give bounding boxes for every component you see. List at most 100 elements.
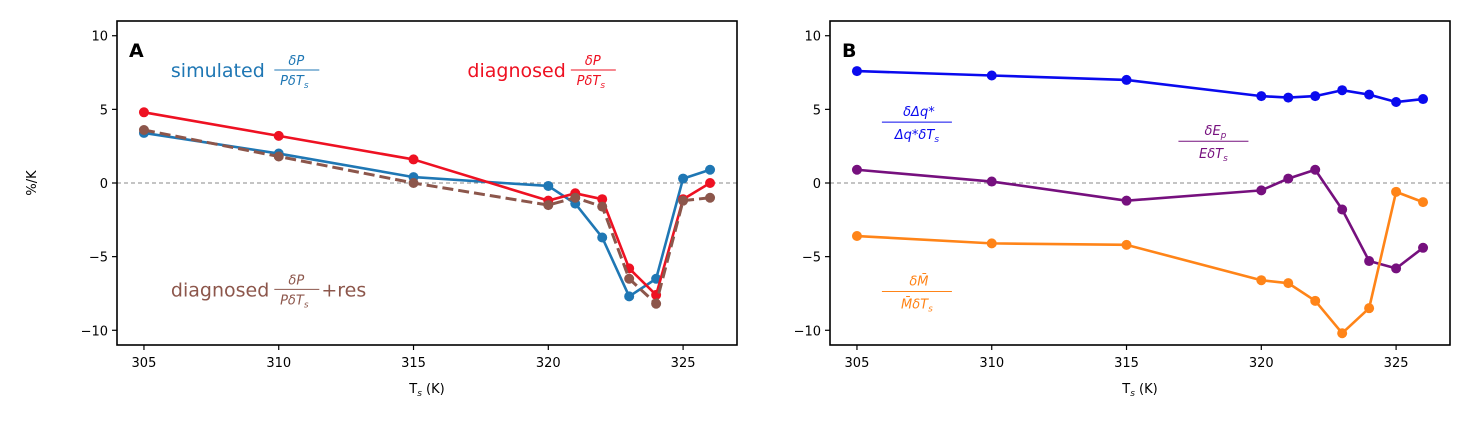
annotation-0: simulated δP PδTs — [171, 54, 320, 91]
fraction-numerator: δΔq* — [903, 105, 935, 120]
data-point — [1418, 242, 1429, 253]
x-axis-label: Ts (K) — [1121, 382, 1157, 399]
data-point — [1337, 328, 1348, 339]
series-line — [856, 190, 1424, 335]
data-point — [1337, 204, 1348, 215]
data-point — [851, 164, 862, 175]
data-point — [851, 66, 862, 77]
data-point — [138, 124, 149, 135]
fraction-denominator: Δq*δTs — [894, 128, 940, 145]
fraction-denominator: PδTs — [577, 74, 606, 91]
series-0 — [138, 127, 716, 302]
data-point — [273, 130, 284, 141]
data-point — [678, 195, 689, 206]
data-point — [986, 238, 997, 249]
y-tick-label: 0 — [813, 177, 821, 192]
series-line — [143, 128, 711, 306]
fraction-numerator: δM̄ — [909, 274, 928, 289]
data-point — [651, 298, 662, 309]
data-point — [1121, 239, 1132, 250]
annotation-text: diagnosed — [467, 60, 565, 82]
fraction-numerator: δP — [585, 54, 601, 69]
series-line — [856, 168, 1424, 270]
data-point — [273, 151, 284, 162]
data-point — [543, 200, 554, 211]
data-point — [408, 178, 419, 188]
data-point — [624, 273, 635, 284]
data-point — [1391, 186, 1402, 197]
series-2 — [851, 186, 1429, 339]
y-tick-label: 5 — [100, 103, 108, 118]
data-point — [678, 173, 689, 184]
annotation-2: δM̄ M̄δTs — [881, 274, 952, 314]
data-point — [705, 192, 716, 203]
data-point — [705, 178, 716, 188]
data-point — [597, 194, 608, 205]
y-tick-label: 5 — [813, 103, 821, 118]
data-point — [1256, 185, 1267, 196]
x-axis-label: Ts (K) — [408, 382, 444, 399]
y-tick-label: −10 — [794, 324, 821, 339]
data-point — [651, 273, 662, 284]
x-tick-label: 315 — [401, 356, 426, 371]
x-tick-label: 325 — [1384, 356, 1409, 371]
y-tick-label: 10 — [91, 30, 108, 45]
x-tick-label: 305 — [845, 356, 870, 371]
annotation-suffix: +res — [321, 279, 366, 301]
series-1 — [851, 164, 1429, 274]
annotation-text: simulated — [171, 60, 265, 82]
data-point — [1310, 295, 1321, 306]
fraction-denominator: PδTs — [280, 74, 309, 91]
panel-a: 305 310 315 320 325 −10 −5 0 5 10 Ts (K) Asimulated… — [81, 20, 738, 399]
series-line — [143, 111, 711, 297]
data-point — [1310, 91, 1321, 102]
y-tick-label: −5 — [802, 251, 821, 266]
data-point — [1364, 89, 1375, 100]
y-axis-label: %/K — [25, 170, 40, 196]
x-tick-label: 320 — [536, 356, 561, 371]
data-point — [597, 201, 608, 212]
x-tick-label: 325 — [671, 356, 696, 371]
y-tick-label: 0 — [100, 177, 108, 192]
fraction-numerator: δEp — [1204, 124, 1226, 141]
annotation-text: diagnosed — [171, 279, 269, 301]
data-point — [1364, 303, 1375, 314]
series-1 — [138, 107, 716, 300]
y-tick-label: −5 — [89, 251, 108, 266]
data-point — [543, 180, 554, 191]
data-point — [986, 176, 997, 187]
data-point — [1283, 173, 1294, 184]
panel-label: A — [129, 40, 144, 62]
x-tick-label: 305 — [132, 356, 157, 371]
fraction-numerator: δP — [288, 273, 304, 288]
x-tick-label: 320 — [1249, 356, 1274, 371]
annotation-2: diagnosed δP PδTs +res — [171, 273, 366, 310]
annotation-1: diagnosed δP PδTs — [467, 54, 616, 91]
data-point — [1256, 275, 1267, 286]
y-tick-label: 10 — [804, 30, 821, 45]
data-point — [1391, 97, 1402, 107]
fraction-denominator: M̄δTs — [901, 297, 933, 314]
y-tick-label: −10 — [81, 324, 108, 339]
data-point — [408, 154, 419, 165]
annotation-0: δΔq* Δq*δTs — [881, 105, 952, 145]
data-point — [1418, 94, 1429, 105]
data-point — [1310, 164, 1321, 175]
data-point — [597, 232, 608, 243]
data-point — [1121, 195, 1132, 206]
data-point — [1391, 263, 1402, 274]
fraction-numerator: δP — [288, 54, 304, 69]
data-point — [1283, 278, 1294, 289]
data-point — [624, 291, 635, 302]
series-line — [856, 69, 1424, 104]
data-point — [986, 70, 997, 81]
data-point — [1283, 92, 1294, 103]
data-point — [138, 107, 149, 118]
data-point — [1364, 256, 1375, 267]
data-point — [1256, 91, 1267, 102]
series-2 — [138, 124, 716, 309]
fraction-denominator: PδTs — [280, 293, 309, 310]
x-tick-label: 310 — [979, 356, 1004, 371]
